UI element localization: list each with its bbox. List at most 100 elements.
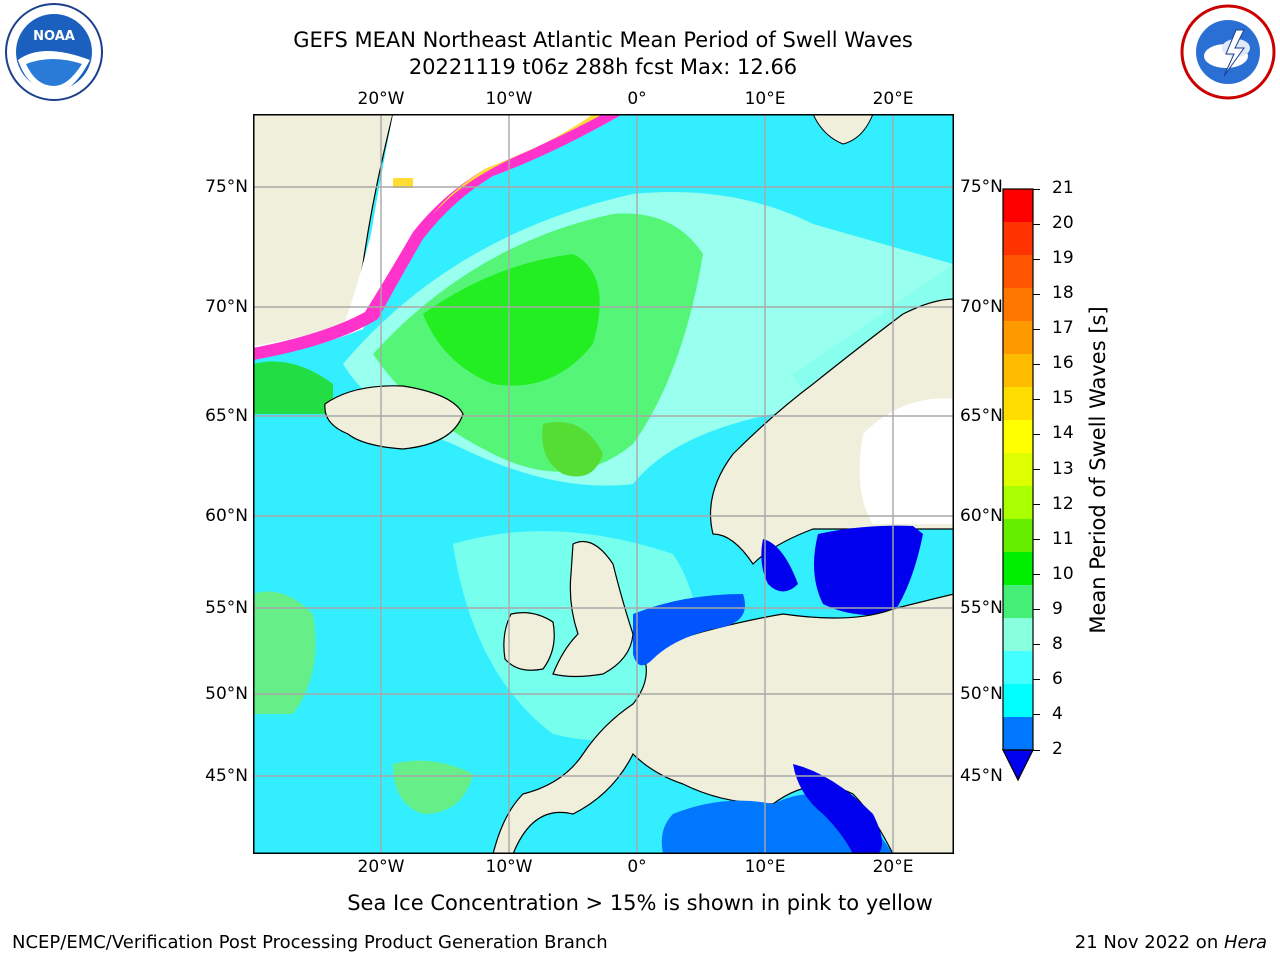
lon-tick-bottom: 20°W bbox=[357, 857, 405, 877]
colorbar-tick-mark bbox=[1033, 293, 1040, 295]
lon-tick-top: 0° bbox=[627, 89, 647, 109]
colorbar-segment bbox=[1003, 486, 1033, 520]
baltic-sea-low-period bbox=[814, 525, 923, 616]
colorbar-tick-mark bbox=[1033, 258, 1040, 260]
colorbar-tick-mark bbox=[1033, 644, 1040, 646]
colorbar-tick-mark bbox=[1033, 363, 1040, 365]
colorbar-segment bbox=[1003, 189, 1033, 223]
footer-system: Hera bbox=[1223, 932, 1267, 953]
colorbar-tick-label: 11 bbox=[1052, 528, 1074, 549]
svalbard-land bbox=[812, 114, 874, 145]
colorbar-segment bbox=[1003, 354, 1033, 388]
lat-tick-right: 50°N bbox=[960, 684, 1003, 704]
colorbar-tick-mark bbox=[1033, 714, 1040, 716]
lat-tick-left: 65°N bbox=[205, 406, 248, 426]
lon-tick-bottom: 10°W bbox=[485, 857, 533, 877]
noaa-logo-text: NOAA bbox=[33, 29, 75, 44]
colorbar-segment bbox=[1003, 618, 1033, 652]
iceland-land bbox=[324, 385, 464, 450]
chart-title: GEFS MEAN Northeast Atlantic Mean Period… bbox=[293, 28, 913, 52]
ireland-land bbox=[503, 612, 555, 671]
nws-logo bbox=[1180, 4, 1276, 100]
colorbar-tick-mark bbox=[1033, 574, 1040, 576]
colorbar-segment bbox=[1003, 222, 1033, 256]
colorbar-extend-arrow bbox=[1002, 749, 1034, 782]
lon-tick-bottom: 10°E bbox=[744, 857, 786, 877]
colorbar-tick-mark bbox=[1033, 504, 1040, 506]
lon-tick-top: 10°W bbox=[485, 89, 533, 109]
lon-tick-bottom: 20°E bbox=[872, 857, 914, 877]
lat-tick-right: 70°N bbox=[960, 297, 1003, 317]
lat-tick-right: 60°N bbox=[960, 506, 1003, 526]
lat-tick-left: 55°N bbox=[205, 598, 248, 618]
lat-tick-right: 75°N bbox=[960, 177, 1003, 197]
colorbar-tick-label: 9 bbox=[1052, 598, 1063, 619]
adriatic-sea bbox=[793, 764, 882, 854]
lat-tick-left: 60°N bbox=[205, 506, 248, 526]
lon-tick-top: 10°E bbox=[744, 89, 786, 109]
colorbar-tick-label: 15 bbox=[1052, 388, 1074, 409]
sea-ice-patch bbox=[393, 178, 413, 188]
great-britain-land bbox=[552, 540, 634, 678]
colorbar-segment bbox=[1003, 684, 1033, 718]
colorbar-tick-label: 8 bbox=[1052, 633, 1063, 654]
colorbar-tick-label: 21 bbox=[1052, 178, 1074, 198]
colorbar-segment bbox=[1003, 321, 1033, 355]
colorbar-tick-mark bbox=[1033, 749, 1040, 751]
colorbar-tick-label: 4 bbox=[1052, 703, 1063, 724]
swell-south-patch bbox=[393, 760, 473, 814]
colorbar-tick-label: 2 bbox=[1052, 739, 1063, 759]
lat-tick-left: 75°N bbox=[205, 177, 248, 197]
gulf-of-bothnia-ice-free bbox=[859, 398, 954, 524]
colorbar-tick-mark bbox=[1033, 469, 1040, 470]
lat-tick-right: 65°N bbox=[960, 406, 1003, 426]
colorbar-segment bbox=[1003, 453, 1033, 487]
lon-tick-top: 20°W bbox=[357, 89, 405, 109]
ice-free-gap bbox=[253, 114, 623, 359]
colorbar-segment bbox=[1003, 387, 1033, 421]
noaa-logo: NOAA bbox=[5, 3, 103, 101]
colorbar-tick-mark bbox=[1033, 609, 1040, 611]
swell-band-11s bbox=[423, 254, 600, 386]
chart-subtitle: 20221119 t06z 288h fcst Max: 12.66 bbox=[408, 55, 798, 79]
swell-west-band bbox=[253, 361, 333, 414]
colorbar-tick-mark bbox=[1033, 679, 1040, 681]
lat-tick-left: 50°N bbox=[205, 684, 248, 704]
colorbar-segment bbox=[1003, 255, 1033, 289]
sea-ice-caption: Sea Ice Concentration > 15% is shown in … bbox=[347, 891, 933, 915]
swell-southwest-band bbox=[253, 591, 316, 714]
colorbar-segment bbox=[1003, 585, 1033, 619]
colorbar-tick-mark bbox=[1033, 539, 1040, 541]
footer-date-text: 21 Nov 2022 on bbox=[1074, 932, 1224, 953]
kattegat-low-period bbox=[761, 539, 798, 592]
colorbar-tick-mark bbox=[1033, 398, 1040, 400]
colorbar-tick-label: 13 bbox=[1052, 458, 1074, 479]
map-panel bbox=[253, 114, 954, 854]
footer-date: 21 Nov 2022 on Hera bbox=[1075, 932, 1267, 953]
lon-tick-top: 20°E bbox=[872, 89, 914, 109]
colorbar-tick-label: 10 bbox=[1052, 563, 1074, 584]
colorbar-tick-mark bbox=[1033, 433, 1040, 435]
colorbar-segment bbox=[1003, 420, 1033, 454]
colorbar-segment bbox=[1003, 717, 1033, 751]
colorbar-tick-mark bbox=[1033, 223, 1040, 225]
colorbar-segment bbox=[1003, 288, 1033, 322]
colorbar-tick-label: 12 bbox=[1052, 493, 1074, 514]
colorbar-tick-label: 6 bbox=[1052, 668, 1063, 689]
colorbar-tick-mark bbox=[1033, 328, 1040, 330]
colorbar-segment bbox=[1003, 651, 1033, 685]
colorbar-tick-label: 18 bbox=[1052, 283, 1074, 304]
graticule bbox=[253, 114, 954, 854]
colorbar-tick-label: 19 bbox=[1052, 248, 1074, 269]
swell-band-12s bbox=[542, 422, 603, 477]
colorbar-tick-label: 20 bbox=[1052, 213, 1074, 234]
lon-tick-bottom: 0° bbox=[627, 857, 647, 877]
colorbar-tick-label: 16 bbox=[1052, 353, 1074, 374]
colorbar bbox=[1002, 188, 1034, 782]
lat-tick-left: 70°N bbox=[205, 297, 248, 317]
lat-tick-left: 45°N bbox=[205, 766, 248, 786]
colorbar-segment bbox=[1003, 552, 1033, 586]
colorbar-tick-mark bbox=[1033, 188, 1040, 190]
lat-tick-right: 45°N bbox=[960, 766, 1003, 786]
lat-tick-right: 55°N bbox=[960, 598, 1003, 618]
